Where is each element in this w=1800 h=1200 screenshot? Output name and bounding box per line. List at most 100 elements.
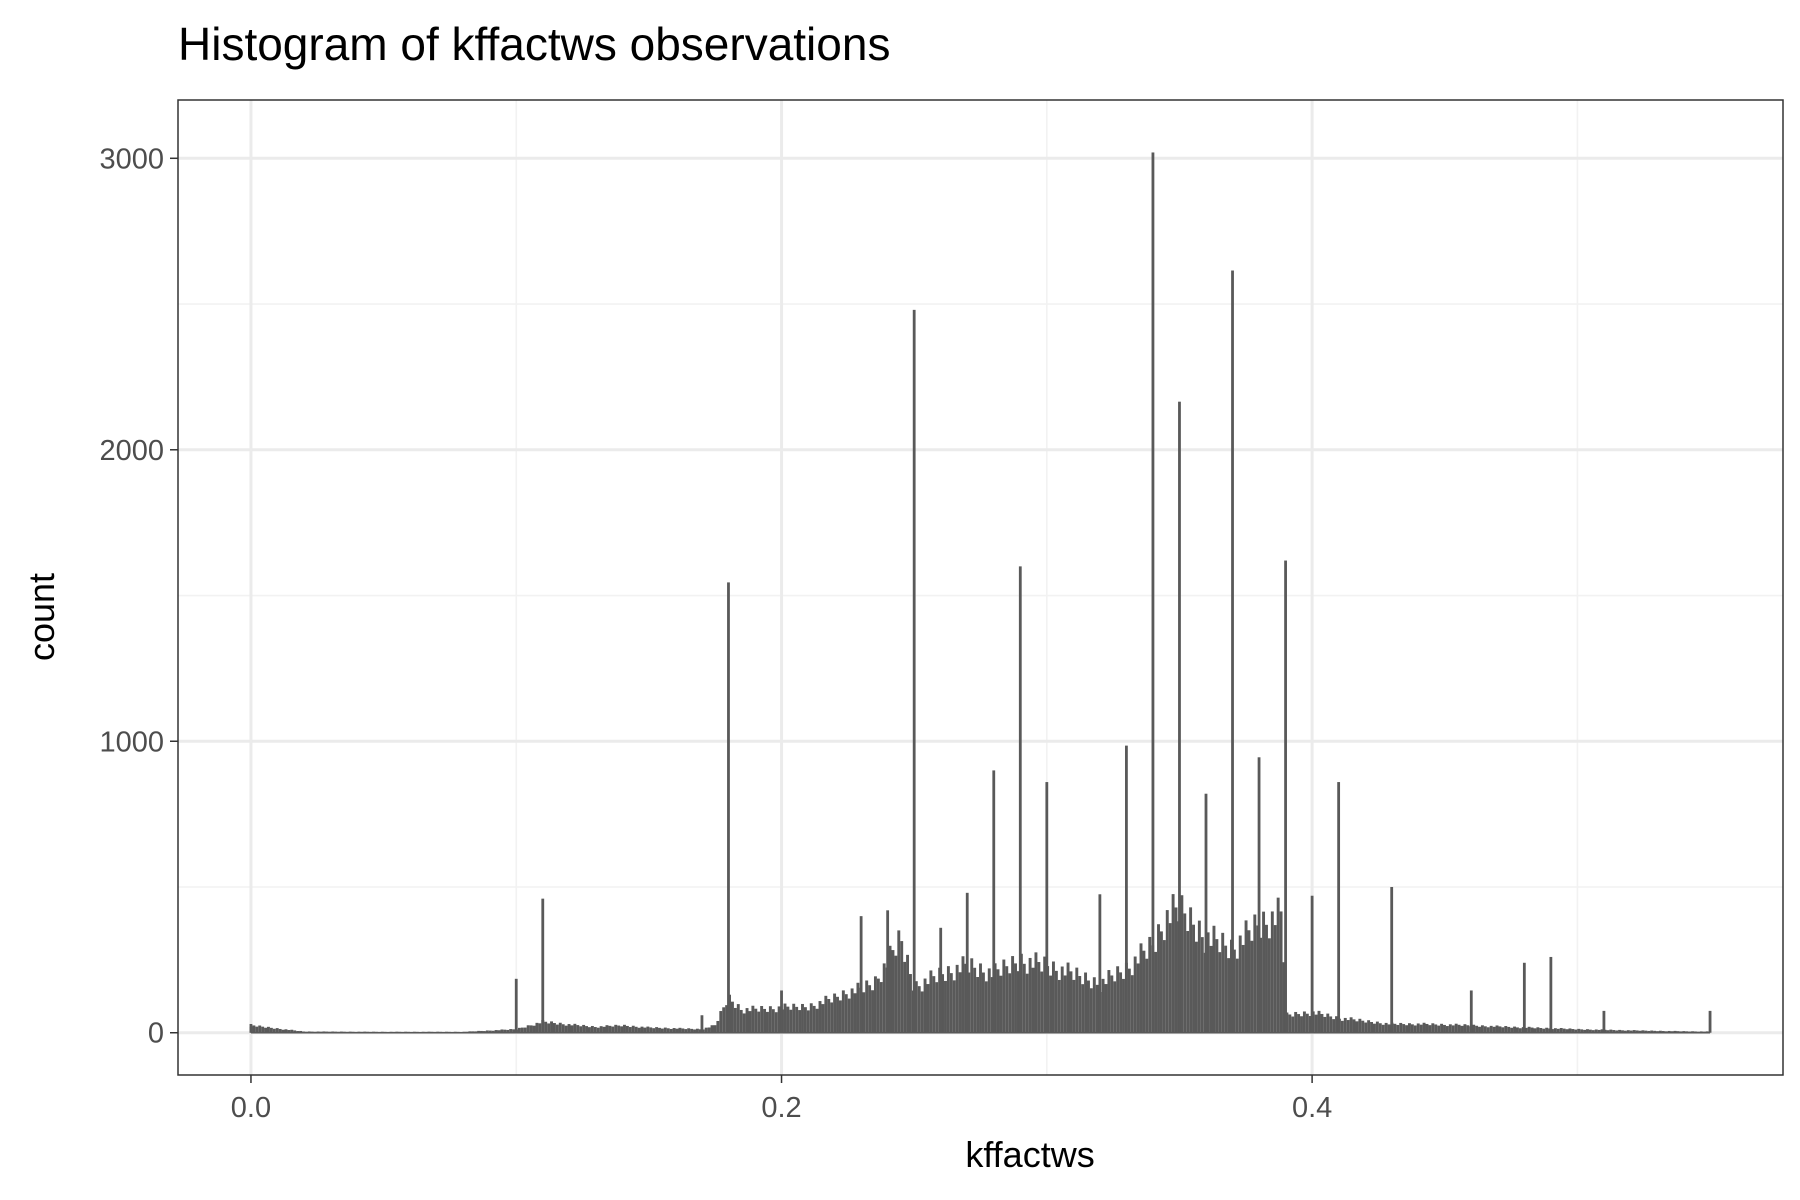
histogram-bar [1043,956,1047,1033]
histogram-bar [1165,910,1169,1033]
histogram-bar [1553,1028,1557,1033]
histogram-bar [1364,1022,1368,1033]
histogram-bar [1297,1014,1301,1033]
histogram-bar [1291,1016,1295,1033]
histogram-bar [789,1009,793,1033]
histogram-bar [1084,972,1088,1033]
histogram-bar [1148,936,1152,1033]
histogram-bar [1644,1030,1648,1033]
histogram-bar [617,1025,621,1033]
histogram-bar [261,1026,265,1033]
histogram-bar [944,980,947,1033]
histogram-bar [1284,560,1287,1033]
histogram-bar [1282,962,1286,1033]
histogram-bar [862,992,866,1033]
histogram-bar [1472,1024,1476,1033]
histogram-bar [669,1028,673,1033]
histogram-bar [727,582,730,1033]
histogram-bar [939,927,943,1033]
histogram-bar [865,980,869,1033]
histogram-bar [544,1021,548,1033]
histogram-bar [725,1005,729,1033]
histogram-bar [736,1004,740,1033]
histogram-bar [1425,1023,1429,1033]
histogram-bar [1168,923,1172,1033]
histogram-bar [514,978,518,1033]
histogram-bar [678,1027,682,1033]
histogram-bar [935,982,939,1033]
histogram-bar [1533,1028,1537,1033]
histogram-bar [879,982,883,1033]
histogram-bar [687,1028,691,1033]
histogram-bar [628,1027,632,1033]
histogram-bar [1586,1029,1589,1033]
histogram-bar [1060,966,1064,1033]
histogram-bar [818,1001,822,1033]
histogram-bar [611,1026,615,1033]
histogram-bar [1621,1030,1624,1033]
histogram-bar [252,1025,256,1033]
histogram-bar [582,1024,586,1033]
histogram-bar [748,1011,752,1033]
histogram-bar [698,1029,702,1033]
histogram-bar [1536,1027,1540,1033]
histogram-bar [1008,973,1012,1033]
histogram-bar [1588,1029,1592,1033]
histogram-bar [704,1027,708,1033]
histogram-bar [1667,1030,1671,1033]
histogram-bar [1670,1031,1674,1033]
histogram-bar [485,1030,489,1033]
histogram-bar [976,977,980,1033]
histogram-bar [859,916,863,1033]
histogram-bar [1530,1027,1534,1033]
histogram-bar [1133,956,1137,1033]
histogram-bar [570,1025,574,1033]
histogram-bar [258,1025,262,1033]
histogram-bar [795,1006,799,1033]
histogram-bar [1600,1029,1604,1033]
histogram-bar [567,1024,571,1033]
histogram-bar [1183,913,1187,1033]
histogram-bar [1399,1022,1403,1033]
histogram-bar [482,1031,486,1033]
histogram-bar [1355,1021,1359,1033]
histogram-bar [1559,1027,1563,1033]
histogram-bar [1451,1025,1455,1033]
histogram-bar [1612,1030,1616,1033]
histogram-bar [1568,1028,1572,1033]
histogram-bar [1244,920,1248,1033]
histogram-bar [1095,984,1099,1033]
histogram-bar [1378,1023,1382,1033]
histogram-bar [1609,1029,1613,1033]
histogram-bar [1591,1030,1595,1033]
y-tick-label: 1000 [99,726,164,758]
histogram-bar [1340,1020,1344,1033]
histogram-bar [1310,895,1314,1033]
histogram-bar [792,1003,796,1033]
histogram-bar [643,1027,647,1033]
histogram-bar [1270,911,1274,1033]
histogram-bar [1650,1030,1654,1033]
histogram-bar [1116,966,1120,1033]
histogram-bar [1235,958,1239,1033]
histogram-bar [588,1027,591,1033]
histogram-bar [1676,1031,1680,1033]
histogram-bar [946,966,950,1033]
histogram-bar [1232,949,1236,1033]
histogram-bar [1069,971,1073,1033]
histogram-bar [900,941,904,1033]
histogram-bar [541,898,545,1033]
histogram-bar [827,999,831,1033]
y-tick-label: 2000 [99,435,164,467]
histogram-bar [710,1025,714,1033]
histogram-bar [1300,1016,1303,1033]
histogram-bar [293,1030,297,1033]
histogram-bar [1708,1010,1712,1033]
histogram-bar [1151,152,1155,1033]
histogram-bar [914,981,918,1033]
histogram-bar [1413,1025,1417,1033]
histogram-bar [1054,970,1058,1033]
histogram-bar [1267,938,1271,1033]
histogram-bar [1122,978,1125,1033]
